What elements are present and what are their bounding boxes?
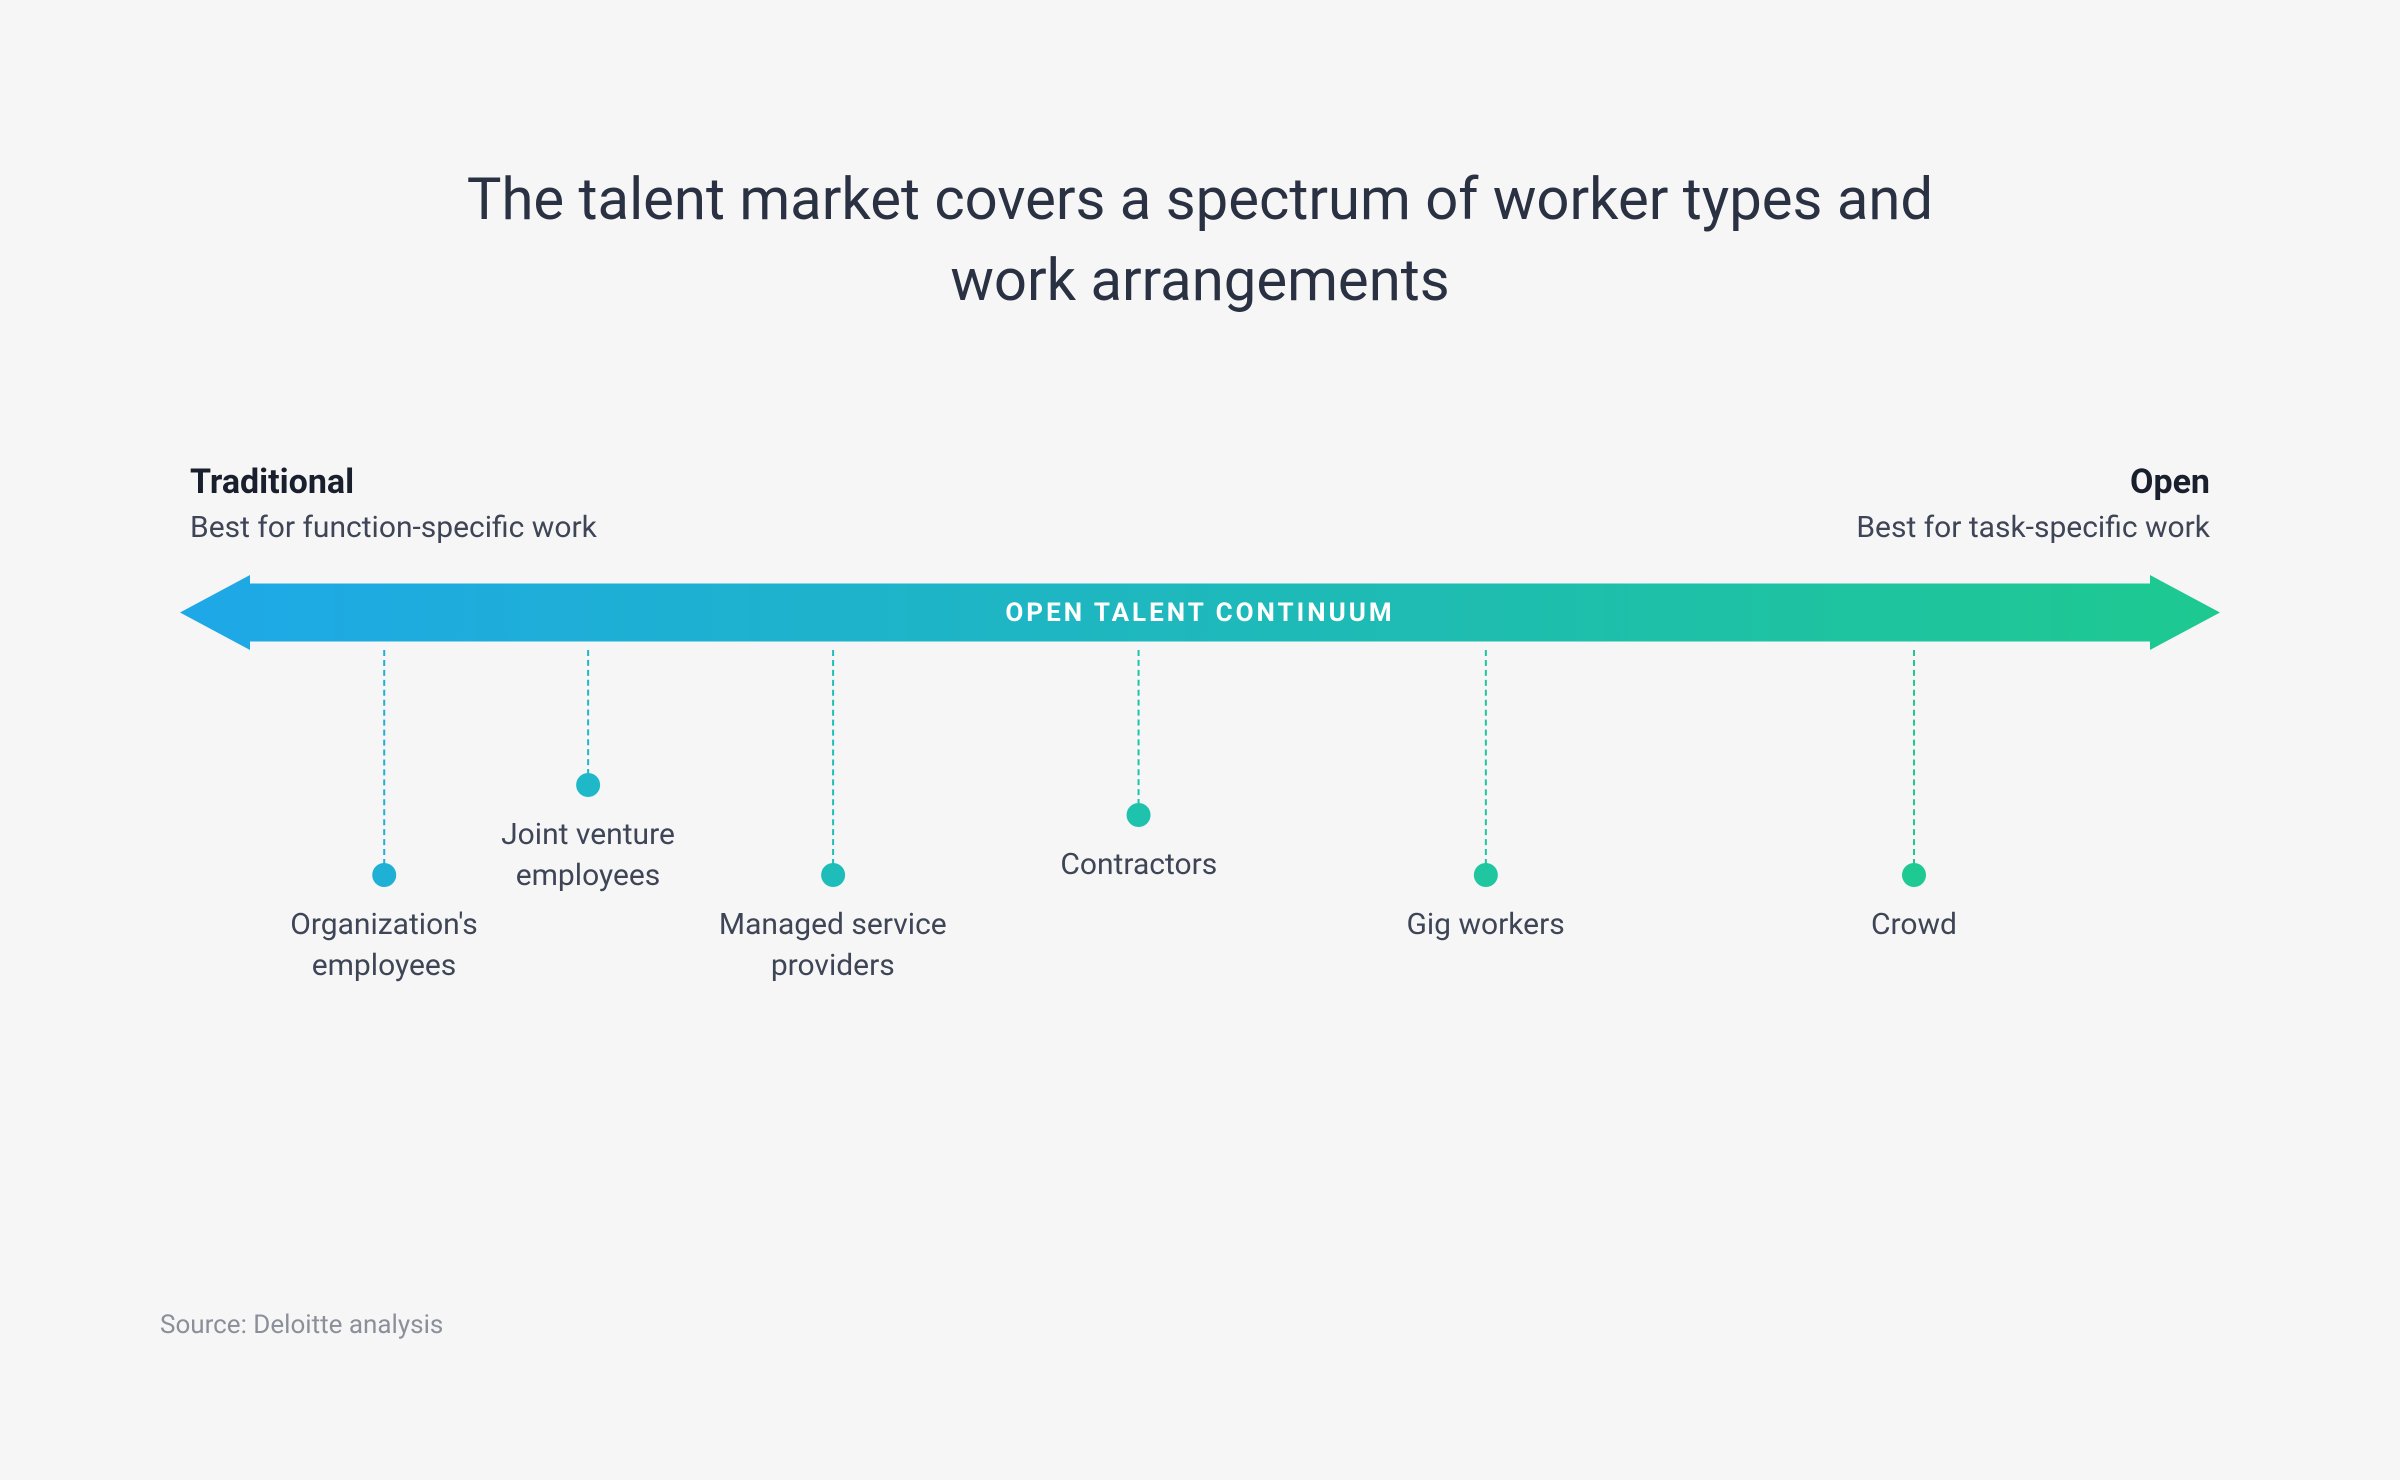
endpoint-traditional-title: Traditional	[190, 462, 597, 502]
endpoint-open-title: Open	[1856, 462, 2210, 502]
endpoint-open: Open Best for task-specific work	[1856, 462, 2210, 545]
continuum-marker: Contractors	[1060, 650, 1217, 886]
continuum-marker: Managed service providers	[719, 650, 947, 986]
continuum-endpoints: Traditional Best for function-specific w…	[180, 462, 2220, 545]
marker-dot-icon	[1902, 863, 1926, 887]
marker-dot-icon	[1127, 803, 1151, 827]
marker-connector-line	[832, 650, 834, 865]
marker-dot-icon	[821, 863, 845, 887]
marker-label: Crowd	[1871, 905, 1957, 946]
marker-dot-icon	[1474, 863, 1498, 887]
marker-label: Contractors	[1060, 845, 1217, 886]
continuum-marker: Crowd	[1871, 650, 1957, 946]
marker-connector-line	[1138, 650, 1140, 805]
continuum-marker: Organization's employees	[290, 650, 478, 986]
continuum-arrow-label: OPEN TALENT CONTINUUM	[1005, 598, 1394, 628]
marker-dot-icon	[576, 773, 600, 797]
marker-label: Managed service providers	[719, 905, 947, 986]
marker-label: Organization's employees	[290, 905, 478, 986]
continuum-marker: Joint venture employees	[501, 650, 675, 896]
marker-connector-line	[1485, 650, 1487, 865]
page-title: The talent market covers a spectrum of w…	[400, 160, 2000, 322]
endpoint-open-subtitle: Best for task-specific work	[1856, 510, 2210, 545]
diagram-container: The talent market covers a spectrum of w…	[0, 0, 2400, 1480]
continuum-arrow: OPEN TALENT CONTINUUM	[180, 575, 2220, 650]
marker-label: Gig workers	[1406, 905, 1564, 946]
marker-connector-line	[1913, 650, 1915, 865]
marker-connector-line	[383, 650, 385, 865]
endpoint-traditional-subtitle: Best for function-specific work	[190, 510, 597, 545]
marker-label: Joint venture employees	[501, 815, 675, 896]
continuum-markers: Organization's employees Joint venture em…	[180, 650, 2220, 1010]
marker-connector-line	[587, 650, 589, 775]
source-attribution: Source: Deloitte analysis	[160, 1310, 443, 1340]
continuum-marker: Gig workers	[1406, 650, 1564, 946]
marker-dot-icon	[372, 863, 396, 887]
endpoint-traditional: Traditional Best for function-specific w…	[190, 462, 597, 545]
